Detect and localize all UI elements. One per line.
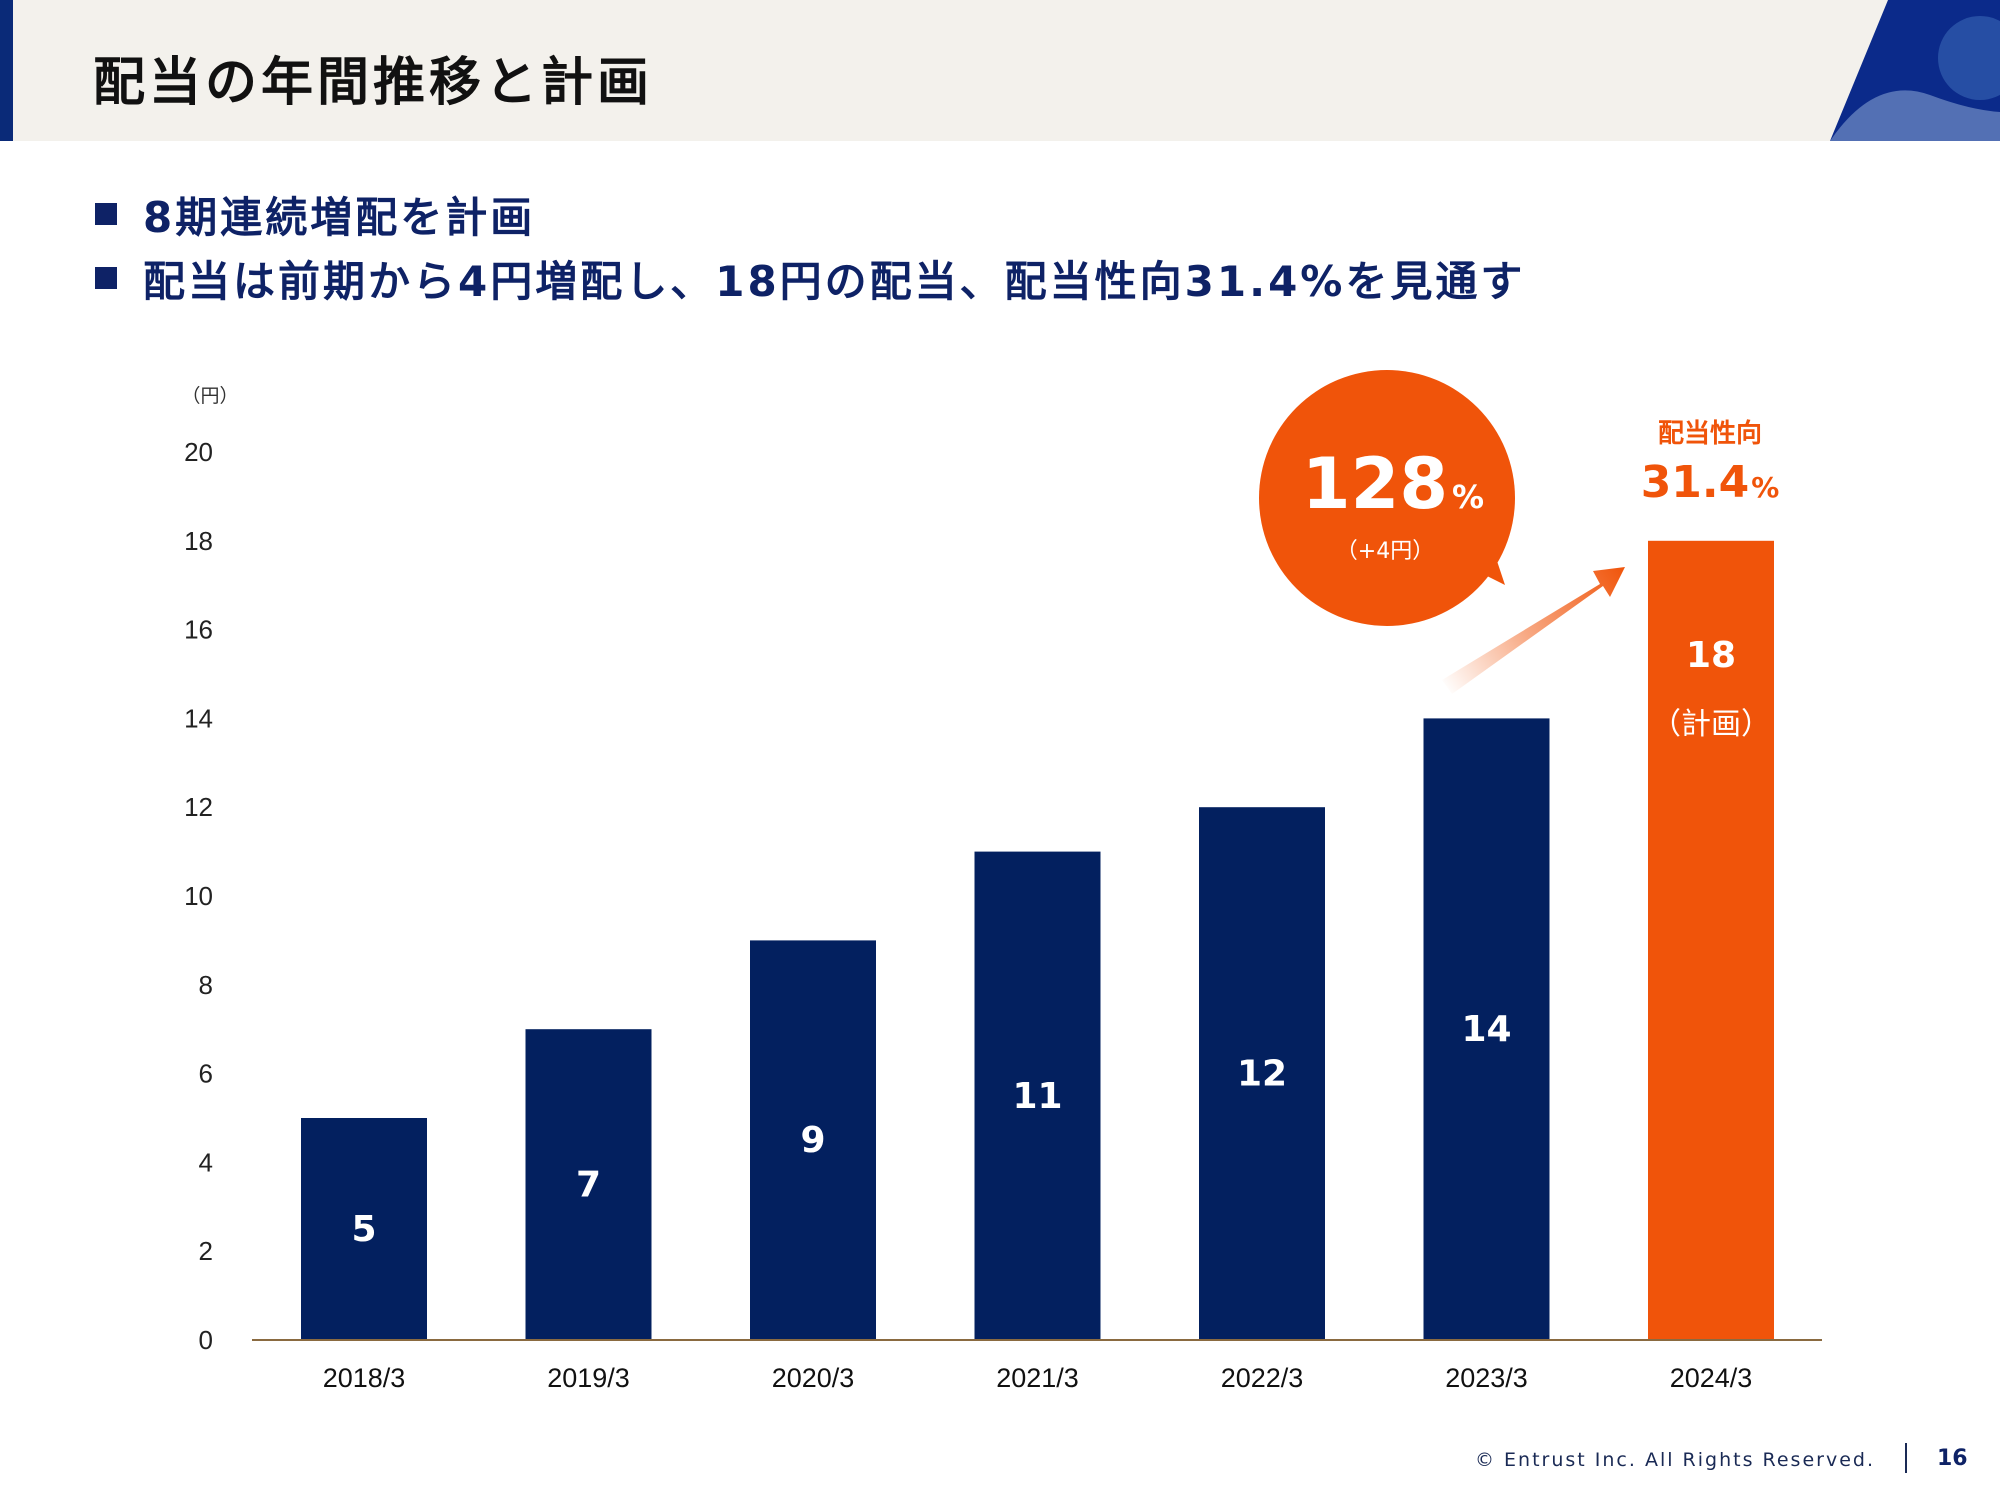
callout-bubble (1259, 370, 1515, 626)
bar (525, 1029, 652, 1340)
header-bar (0, 0, 2000, 141)
increase-callout: 128% （+4円） (1259, 370, 1515, 626)
x-tick-label: 2024/3 (1670, 1363, 1753, 1393)
y-tick-label: 16 (184, 615, 213, 645)
bar-value-label: 5 (351, 1209, 376, 1250)
y-tick-label: 4 (199, 1147, 213, 1177)
callout-value: 128% (1302, 443, 1484, 525)
bullet-square-icon (95, 203, 117, 225)
bullet-item: 配当は前期から4円増配し、18円の配当、配当性向31.4%を見通す (95, 246, 1525, 310)
x-tick-label: 2021/3 (996, 1363, 1079, 1393)
x-tick-label: 2018/3 (323, 1363, 406, 1393)
x-tick-label: 2022/3 (1221, 1363, 1304, 1393)
y-tick-label: 6 (199, 1059, 213, 1089)
bar (301, 1118, 427, 1340)
bar (1199, 807, 1325, 1340)
payout-number: 31.4 (1641, 457, 1750, 508)
growth-arrow-icon (1442, 567, 1625, 694)
y-tick-label: 18 (184, 526, 213, 556)
y-axis-ticks: 0 2 4 6 8 10 12 14 16 18 20 (184, 437, 213, 1355)
payout-ratio: 配当性向 31.4% (1641, 418, 1780, 508)
dividend-bar-chart: （円） 0 2 4 6 8 10 12 14 16 18 20 5 7 9 11 12 14 18 （計画） 20… (181, 370, 1822, 1393)
bar-value-label: 14 (1461, 1009, 1511, 1050)
footer-divider (1905, 1443, 1907, 1473)
y-tick-label: 8 (199, 970, 213, 1000)
bar-value-label: 12 (1237, 1054, 1287, 1095)
payout-label: 配当性向 (1658, 418, 1762, 449)
bar-value-label: 7 (576, 1165, 601, 1206)
bullet-list: 8期連続増配を計画 配当は前期から4円増配し、18円の配当、配当性向31.4%を… (95, 182, 1525, 310)
bullet-text: 配当は前期から4円増配し、18円の配当、配当性向31.4%を見通す (143, 256, 1526, 306)
callout-number: 128 (1302, 443, 1448, 525)
header-accent-bar (0, 0, 13, 141)
bar (974, 851, 1101, 1340)
bars-group: 5 7 9 11 12 14 18 （計画） (301, 540, 1774, 1340)
callout-tail (1455, 510, 1505, 585)
y-tick-label: 10 (184, 881, 213, 911)
x-axis-labels: 2018/3 2019/3 2020/3 2021/3 2022/3 2023/3 2024… (323, 1363, 1753, 1393)
payout-value: 31.4% (1641, 457, 1780, 508)
bullet-text: 8期連続増配を計画 (143, 192, 536, 242)
x-tick-label: 2019/3 (547, 1363, 630, 1393)
bar-value-label: 11 (1012, 1076, 1062, 1117)
bullet-item: 8期連続増配を計画 (95, 182, 1525, 246)
y-tick-label: 0 (199, 1325, 213, 1355)
bar (1423, 718, 1550, 1340)
x-tick-label: 2023/3 (1445, 1363, 1528, 1393)
y-tick-label: 20 (184, 437, 213, 467)
x-tick-label: 2020/3 (772, 1363, 855, 1393)
y-tick-label: 12 (184, 792, 213, 822)
corner-decoration (1830, 0, 2000, 141)
bar-value-label: 18 (1686, 635, 1736, 676)
y-axis-unit-label: （円） (181, 385, 238, 407)
bar-value-label: 9 (800, 1120, 825, 1161)
payout-unit: % (1751, 471, 1779, 504)
page-number: 16 (1937, 1446, 1968, 1471)
bar (1648, 540, 1774, 1340)
bullet-square-icon (95, 267, 117, 289)
callout-unit: % (1452, 478, 1484, 516)
copyright-text: © Entrust Inc. All Rights Reserved. (1475, 1449, 1875, 1471)
page-title: 配当の年間推移と計画 (93, 53, 654, 113)
y-tick-label: 14 (184, 703, 213, 733)
bar-plan-note: （計画） (1651, 707, 1771, 742)
callout-sub: （+4円） (1336, 539, 1434, 564)
y-tick-label: 2 (199, 1236, 213, 1266)
bar (750, 940, 876, 1340)
